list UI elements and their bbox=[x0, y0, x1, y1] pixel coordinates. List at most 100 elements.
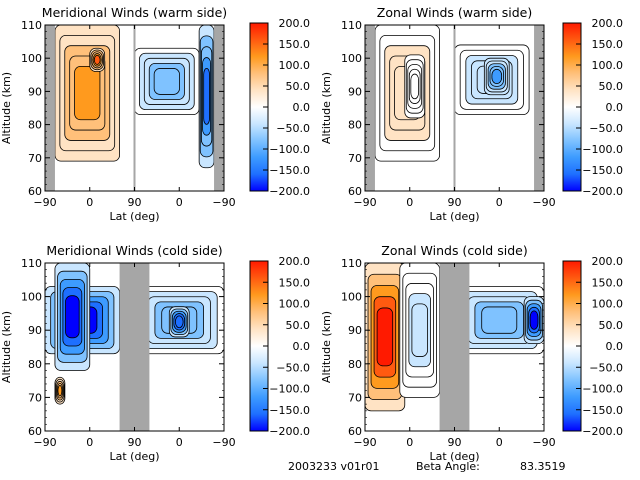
y-tick-label: 70 bbox=[348, 391, 362, 404]
x-tick-label: −90 bbox=[532, 436, 555, 449]
colorbar-tick-label: 100.0 bbox=[279, 298, 311, 311]
y-tick-label: 80 bbox=[348, 119, 362, 132]
y-tick-label: 110 bbox=[21, 19, 42, 32]
x-tick-label: 0 bbox=[176, 436, 183, 449]
contour-region bbox=[153, 68, 180, 95]
no-data-band bbox=[365, 25, 375, 191]
colorbar-tick-label: 200.0 bbox=[592, 255, 624, 268]
colorbar-tick-label: 0.0 bbox=[293, 101, 311, 114]
x-tick-label: 0 bbox=[496, 196, 503, 209]
no-data-band bbox=[45, 25, 55, 191]
x-tick-label: −90 bbox=[33, 436, 56, 449]
y-axis-label: Altitude (km) bbox=[0, 311, 13, 383]
colorbar-tick-label: 200.0 bbox=[592, 17, 624, 30]
y-tick-label: 90 bbox=[348, 324, 362, 337]
plot-area bbox=[45, 263, 224, 431]
x-tick-label: 0 bbox=[176, 196, 183, 209]
x-axis-label: Lat (deg) bbox=[110, 210, 160, 223]
chart-panel-1: 60 70 80 90 100 110 −90 0 90 0 −90 Lat (deg) Altitud… bbox=[0, 5, 310, 223]
colorbar: 200.0 150.0 100.0 50.0 0.0 −50.0 −100.0 −150.0 −… bbox=[249, 255, 311, 438]
colorbar: 200.0 150.0 100.0 50.0 0.0 −50.0 −100.0 −150.0 −… bbox=[562, 255, 624, 438]
colorbar-tick-label: −50.0 bbox=[589, 361, 623, 374]
x-tick-label: −90 bbox=[212, 196, 235, 209]
y-tick-label: 60 bbox=[348, 425, 362, 438]
y-tick-label: 60 bbox=[28, 185, 42, 198]
chart-panel-4: 60 70 80 90 100 110 −90 0 90 0 −90 Lat (deg) Altitud… bbox=[320, 243, 623, 463]
beta-angle-label: Beta Angle: bbox=[416, 460, 480, 473]
y-tick-label: 60 bbox=[28, 425, 42, 438]
chart-title: Meridional Winds (cold side) bbox=[46, 243, 222, 258]
chart-panel-3: 60 70 80 90 100 110 −90 0 90 0 −90 Lat (deg) Altitud… bbox=[0, 243, 310, 463]
x-axis-label: Lat (deg) bbox=[430, 210, 480, 223]
y-tick-label: 110 bbox=[21, 257, 42, 270]
contour-region bbox=[491, 68, 503, 85]
colorbar-tick-label: 100.0 bbox=[279, 59, 311, 72]
colorbar-tick-label: 150.0 bbox=[279, 276, 311, 289]
colorbar-tick-label: 150.0 bbox=[592, 276, 624, 289]
y-tick-label: 100 bbox=[21, 291, 42, 304]
colorbar-tick-label: 150.0 bbox=[592, 38, 624, 51]
colorbar-tick-label: −200.0 bbox=[582, 185, 623, 198]
contour-region bbox=[203, 67, 210, 125]
colorbar-tick-label: 50.0 bbox=[599, 319, 624, 332]
y-tick-label: 90 bbox=[28, 324, 42, 337]
colorbar-tick-label: 0.0 bbox=[293, 340, 311, 353]
no-data-band bbox=[119, 263, 150, 431]
x-tick-label: 90 bbox=[448, 196, 462, 209]
y-tick-label: 110 bbox=[341, 19, 362, 32]
colorbar-tick-label: 100.0 bbox=[592, 298, 624, 311]
plot-area bbox=[365, 25, 544, 191]
no-data-band bbox=[439, 263, 470, 431]
x-tick-label: −90 bbox=[353, 196, 376, 209]
contour-region bbox=[376, 307, 394, 367]
colorbar-tick-label: −50.0 bbox=[589, 122, 623, 135]
date-version-label: 2003233 v01r01 bbox=[288, 460, 380, 473]
plot-area bbox=[365, 263, 544, 431]
y-axis-label: Altitude (km) bbox=[320, 311, 333, 383]
colorbar-tick-label: 50.0 bbox=[286, 319, 311, 332]
contour-region bbox=[174, 315, 184, 329]
contour-region bbox=[481, 306, 518, 334]
colorbar-tick-label: 100.0 bbox=[592, 59, 624, 72]
y-tick-label: 80 bbox=[28, 358, 42, 371]
contour-region bbox=[74, 65, 101, 121]
colorbar-tick-label: 0.0 bbox=[606, 101, 624, 114]
chart-panel-2: 60 70 80 90 100 110 −90 0 90 0 −90 Lat (deg) Altitud… bbox=[320, 5, 623, 223]
contour-region bbox=[411, 303, 428, 357]
y-tick-label: 80 bbox=[28, 119, 42, 132]
colorbar-tick-label: −50.0 bbox=[276, 122, 310, 135]
y-tick-label: 70 bbox=[28, 152, 42, 165]
x-tick-label: −90 bbox=[353, 436, 376, 449]
colorbar-tick-label: −100.0 bbox=[582, 383, 623, 396]
y-tick-label: 100 bbox=[341, 52, 362, 65]
contour-region bbox=[57, 385, 63, 397]
colorbar-tick-label: 50.0 bbox=[286, 80, 311, 93]
y-tick-label: 90 bbox=[28, 85, 42, 98]
contour-region bbox=[529, 310, 539, 330]
x-axis-label: Lat (deg) bbox=[110, 450, 160, 463]
x-tick-label: 0 bbox=[496, 436, 503, 449]
y-axis-label: Altitude (km) bbox=[320, 72, 333, 144]
colorbar-tick-label: −100.0 bbox=[269, 143, 310, 156]
x-tick-label: −90 bbox=[212, 436, 235, 449]
colorbar-tick-label: −50.0 bbox=[276, 361, 310, 374]
colorbar-tick-label: −200.0 bbox=[269, 185, 310, 198]
colorbar-tick-label: −150.0 bbox=[582, 164, 623, 177]
no-data-band bbox=[534, 25, 544, 191]
y-tick-label: 110 bbox=[341, 257, 362, 270]
x-tick-label: 0 bbox=[406, 196, 413, 209]
x-tick-label: −90 bbox=[33, 196, 56, 209]
y-tick-label: 100 bbox=[341, 291, 362, 304]
x-tick-label: 90 bbox=[448, 436, 462, 449]
colorbar-tick-label: −150.0 bbox=[269, 164, 310, 177]
colorbar-tick-label: −150.0 bbox=[269, 404, 310, 417]
x-tick-label: −90 bbox=[532, 196, 555, 209]
y-tick-label: 100 bbox=[21, 52, 42, 65]
chart-title: Zonal Winds (cold side) bbox=[381, 243, 527, 258]
colorbar-tick-label: −150.0 bbox=[582, 404, 623, 417]
colorbar-tick-label: 0.0 bbox=[606, 340, 624, 353]
contour-region bbox=[65, 295, 80, 339]
x-tick-label: 0 bbox=[86, 196, 93, 209]
beta-angle-value: 83.3519 bbox=[520, 460, 566, 473]
